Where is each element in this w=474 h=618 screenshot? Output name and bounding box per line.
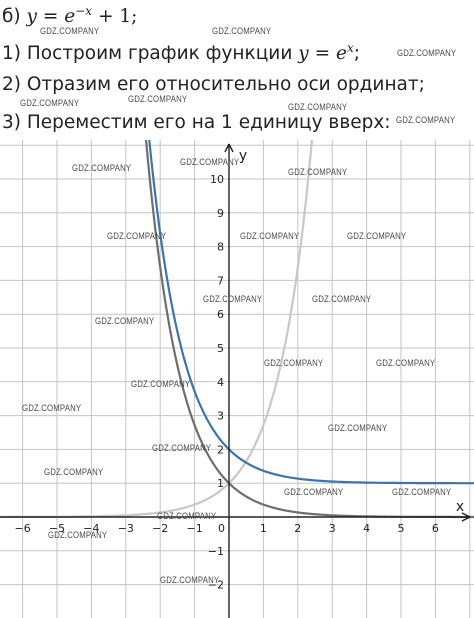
watermark: GDZ.COMPANY	[264, 358, 324, 369]
x-tick-label: 4	[363, 522, 370, 535]
step-2: 2) Отразим его относительно оси ординат;	[2, 74, 425, 95]
var-e: e	[64, 6, 76, 28]
watermark: GDZ.COMPANY	[212, 26, 272, 37]
watermark: GDZ.COMPANY	[284, 487, 344, 498]
watermark: GDZ.COMPANY	[48, 530, 108, 541]
origin-label: 0	[218, 522, 225, 535]
watermark: GDZ.COMPANY	[160, 575, 220, 586]
equals-sign: =	[314, 43, 331, 65]
x-tick-label: 6	[432, 522, 439, 535]
x-tick-label: −2	[152, 522, 168, 535]
watermark: GDZ.COMPANY	[157, 511, 217, 522]
watermark: GDZ.COMPANY	[240, 231, 300, 242]
watermark: GDZ.COMPANY	[288, 102, 348, 113]
watermark: GDZ.COMPANY	[22, 403, 82, 414]
watermark: GDZ.COMPANY	[107, 231, 167, 242]
semicolon: ;	[353, 43, 360, 65]
grid-lines	[0, 140, 474, 618]
watermark: GDZ.COMPANY	[396, 115, 456, 126]
plus-one: + 1;	[97, 6, 138, 28]
y-axis-arrow	[224, 143, 234, 153]
exponent: x	[346, 41, 354, 55]
y-tick-label: 9	[217, 207, 224, 220]
y-tick-label: 1	[217, 477, 224, 490]
watermark: GDZ.COMPANY	[180, 157, 240, 168]
y-tick-label: 4	[217, 376, 224, 389]
step-3: 3) Переместим его на 1 единицу вверх:	[2, 112, 391, 133]
y-tick-label: 6	[217, 308, 224, 321]
curve-e-x	[144, 140, 474, 519]
step-1-text: 1) Построим график функции	[2, 43, 293, 65]
exponent: −x	[75, 4, 93, 18]
y-tick-label: 2	[217, 443, 224, 456]
x-tick-label: −3	[118, 522, 134, 535]
y-axis-label: y	[239, 148, 247, 164]
x-axis-label: x	[456, 499, 464, 515]
watermark: GDZ.COMPANY	[392, 487, 452, 498]
curve-e-x-1	[148, 140, 474, 485]
y-tick-label: 10	[210, 173, 224, 186]
var-y: y	[26, 6, 37, 28]
y-tick-label: −1	[208, 545, 224, 558]
tick-labels: −6 −5 −4 −3 −2 −1 1 2 3 4 5 6 −2 −1 1 2 3 4 5 6 7 8 9 10 0 x y	[14, 148, 464, 592]
y-tick-label: 7	[217, 274, 224, 287]
var-y: y	[298, 43, 309, 65]
x-tick-label: −6	[14, 522, 30, 535]
axes	[0, 143, 471, 618]
curves	[0, 140, 474, 519]
x-tick-label: 2	[294, 522, 301, 535]
y-tick-label: 8	[217, 241, 224, 254]
x-tick-label: 3	[329, 522, 336, 535]
watermark: GDZ.COMPANY	[131, 379, 191, 390]
watermark: GDZ.COMPANY	[397, 48, 457, 59]
task-label: б)	[2, 6, 21, 28]
y-tick-label: −2	[208, 579, 224, 592]
watermark: GDZ.COMPANY	[72, 163, 132, 174]
watermark: GDZ.COMPANY	[44, 467, 104, 478]
watermark: GDZ.COMPANY	[347, 231, 407, 242]
x-tick-label: −1	[186, 522, 202, 535]
step-1: 1) Построим график функции y = ex;	[2, 37, 360, 65]
watermark: GDZ.COMPANY	[203, 294, 263, 305]
x-tick-label: −5	[49, 522, 65, 535]
watermark: GDZ.COMPANY	[152, 443, 212, 454]
watermark: GDZ.COMPANY	[40, 26, 100, 37]
watermark: GDZ.COMPANY	[376, 358, 436, 369]
watermark: GDZ.COMPANY	[128, 94, 188, 105]
var-e: e	[335, 43, 347, 65]
x-axis-arrow	[461, 512, 471, 522]
task-heading: б) y = e−x + 1;	[2, 0, 137, 28]
function-graph: −6 −5 −4 −3 −2 −1 1 2 3 4 5 6 −2 −1 1 2 3 4 5 6 7 8 9 10 0 x y	[0, 140, 474, 618]
y-tick-label: 3	[217, 410, 224, 423]
x-tick-label: 1	[260, 522, 267, 535]
watermark: GDZ.COMPANY	[288, 167, 348, 178]
watermark: GDZ.COMPANY	[312, 294, 372, 305]
x-tick-label: 5	[398, 522, 405, 535]
equals-sign: =	[42, 6, 59, 28]
x-tick-label: −4	[83, 522, 99, 535]
watermark: GDZ.COMPANY	[328, 423, 388, 434]
watermark: GDZ.COMPANY	[20, 98, 80, 109]
watermark: GDZ.COMPANY	[95, 316, 155, 327]
y-tick-label: 5	[217, 342, 224, 355]
